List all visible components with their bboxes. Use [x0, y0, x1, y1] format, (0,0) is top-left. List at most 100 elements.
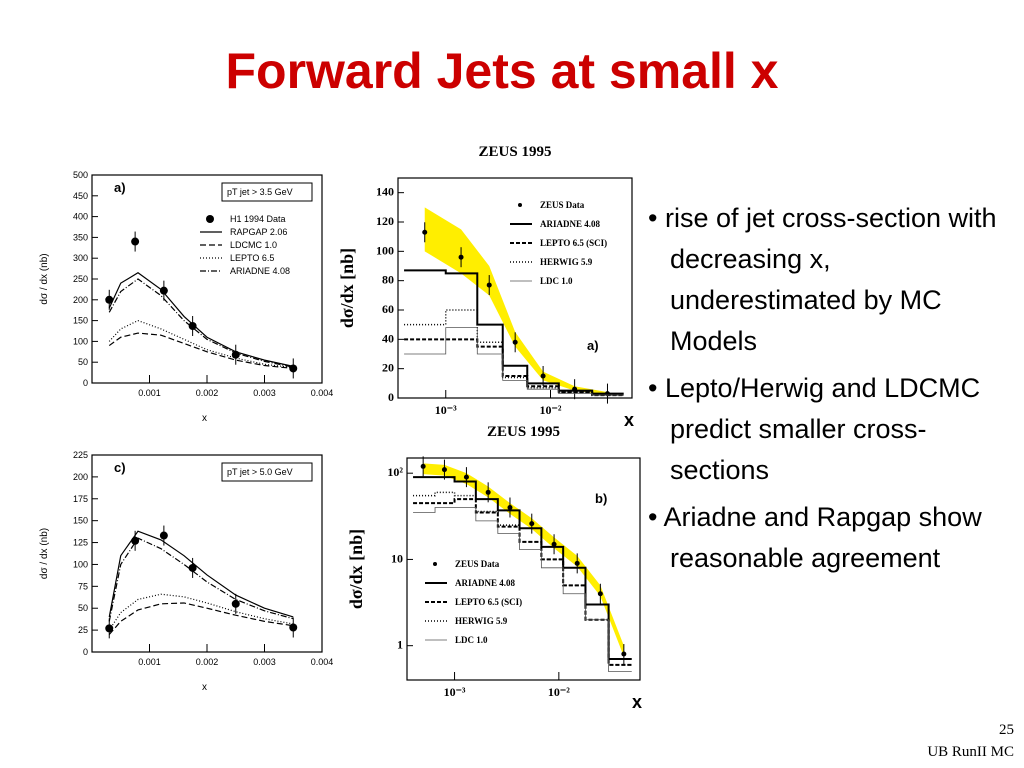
- y-tick-label: 500: [73, 170, 88, 180]
- curve: [108, 272, 294, 367]
- y-axis-label: dσ / dx (nb): [39, 528, 50, 579]
- data-point: [441, 467, 447, 473]
- legend-label: LEPTO 6.5: [230, 253, 274, 263]
- x-tick-label: 0.002: [196, 388, 219, 398]
- data-point: [551, 541, 557, 547]
- data-point: [574, 560, 580, 566]
- legend-label: H1 1994 Data: [230, 214, 286, 224]
- legend-label: ARIADNE 4.08: [455, 578, 516, 588]
- plot-frame: [406, 457, 641, 681]
- y-tick-label: 140: [376, 185, 394, 199]
- histogram: [413, 507, 632, 673]
- x-axis-label: x: [624, 410, 634, 430]
- data-point: [507, 505, 513, 511]
- x-tick-label: 0.002: [196, 657, 219, 667]
- y-tick-label: 120: [376, 214, 394, 228]
- y-axis-label: dσ / dx (nb): [39, 253, 50, 304]
- legend-label: LDC 1.0: [540, 276, 573, 286]
- legend-label: ARIADNE 4.08: [540, 219, 601, 229]
- curve: [108, 593, 294, 631]
- data-point: [159, 531, 168, 540]
- legend-label: LEPTO 6.5 (SCI): [455, 597, 522, 607]
- y-tick-label: 150: [73, 516, 88, 526]
- data-point: [159, 286, 168, 295]
- data-point: [289, 623, 298, 632]
- x-axis-label: x: [202, 413, 207, 424]
- legend-label: LDCMC 1.0: [230, 240, 277, 250]
- curve: [108, 278, 294, 368]
- y-tick-label: 80: [382, 273, 394, 287]
- x-axis-label: x: [202, 682, 207, 693]
- legend-label: LEPTO 6.5 (SCI): [540, 238, 607, 248]
- y-tick-label: 200: [73, 472, 88, 482]
- y-tick-label: 250: [73, 274, 88, 284]
- y-axis-label: dσ/dx [nb]: [346, 529, 366, 609]
- y-tick-label: 200: [73, 295, 88, 305]
- band: [424, 207, 608, 396]
- y-tick-label: 60: [382, 302, 394, 316]
- histogram: [404, 327, 624, 396]
- legend-label: ARIADNE 4.08: [230, 266, 290, 276]
- chart-title: ZEUS 1995: [479, 144, 552, 160]
- y-tick-label: 150: [73, 316, 88, 326]
- data-point: [512, 339, 518, 345]
- annotation: pT jet > 3.5 GeV: [227, 187, 293, 197]
- y-tick-label: 0: [83, 647, 88, 657]
- plot-frame: [91, 454, 323, 653]
- footer-label: UB RunII MC: [927, 744, 1014, 760]
- legend-marker: [518, 203, 522, 207]
- bullet: Lepto/Herwig and LDCMC predict smaller c…: [648, 368, 1018, 491]
- data-point: [231, 599, 240, 608]
- data-point: [420, 463, 426, 469]
- bullet: rise of jet cross-section with decreasin…: [648, 198, 1018, 362]
- curve: [108, 537, 294, 622]
- y-tick-label: 20: [382, 361, 394, 375]
- y-tick-label: 1: [397, 638, 403, 652]
- data-point: [105, 624, 114, 633]
- data-point: [540, 373, 546, 379]
- panel-label: b): [595, 491, 607, 506]
- y-tick-label: 40: [382, 331, 394, 345]
- y-tick-label: 0: [388, 390, 394, 404]
- y-tick-label: 300: [73, 253, 88, 263]
- data-point: [597, 591, 603, 597]
- x-tick-label: 0.003: [253, 388, 276, 398]
- curve: [108, 530, 294, 618]
- legend-label: HERWIG 5.9: [455, 616, 508, 626]
- y-tick-label: 100: [73, 336, 88, 346]
- x-tick-label: 0.001: [138, 657, 161, 667]
- legend-label: RAPGAP 2.06: [230, 227, 287, 237]
- y-tick-label: 400: [73, 212, 88, 222]
- bullet-list: rise of jet cross-section with decreasin…: [648, 198, 1018, 585]
- annotation: pT jet > 5.0 GeV: [227, 467, 293, 477]
- y-tick-label: 50: [78, 357, 88, 367]
- annotation-box: [221, 462, 313, 482]
- data-point: [486, 282, 492, 288]
- y-tick-label: 10: [391, 551, 403, 565]
- data-point: [458, 254, 464, 260]
- y-tick-label: 100: [376, 243, 394, 257]
- plot-frame: [91, 174, 323, 384]
- x-tick-label: 0.003: [253, 657, 276, 667]
- data-point: [463, 474, 469, 480]
- legend-label: HERWIG 5.9: [540, 257, 593, 267]
- y-tick-label: 100: [73, 559, 88, 569]
- y-tick-label: 125: [73, 538, 88, 548]
- y-tick-label: 350: [73, 232, 88, 242]
- y-tick-label: 25: [78, 625, 88, 635]
- y-tick-label: 175: [73, 494, 88, 504]
- data-point: [188, 322, 197, 331]
- data-point: [529, 521, 535, 527]
- panel-label: a): [114, 180, 126, 195]
- legend-label: ZEUS Data: [540, 200, 585, 210]
- x-tick-label: 0.001: [138, 388, 161, 398]
- panel-label: c): [114, 460, 126, 475]
- x-tick-label: 10⁻³: [435, 403, 457, 417]
- x-tick-label: 0.004: [311, 388, 334, 398]
- annotation-box: [221, 182, 313, 202]
- y-tick-label: 10²: [387, 465, 403, 479]
- panel-label: a): [587, 338, 599, 353]
- bullet: Ariadne and Rapgap show reasonable agree…: [648, 497, 1018, 579]
